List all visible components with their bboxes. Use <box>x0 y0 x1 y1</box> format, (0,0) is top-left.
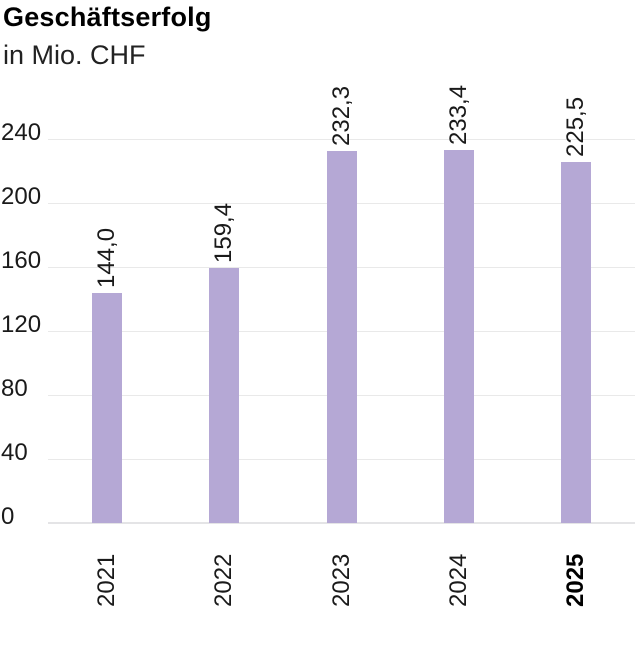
x-axis-tick-label: 2021 <box>92 553 120 607</box>
x-axis-tick-label: 2025 <box>562 553 590 607</box>
y-axis-tick-label: 80 <box>1 375 28 402</box>
y-axis-tick-label: 240 <box>1 119 42 146</box>
bar-value-label: 159,4 <box>210 202 238 263</box>
y-axis-tick-label: 160 <box>1 247 42 274</box>
bar-value-label: 225,5 <box>562 97 590 158</box>
chart-title: Geschäftserfolg <box>3 2 212 32</box>
bar-value-label: 232,3 <box>327 86 355 147</box>
bar <box>443 149 474 523</box>
bar-value-label: 233,4 <box>444 84 472 145</box>
x-axis-tick-label: 2022 <box>210 553 238 607</box>
y-axis-tick-label: 40 <box>1 439 28 466</box>
bar <box>91 292 122 523</box>
bar-value-label: 144,0 <box>92 227 120 288</box>
y-axis-tick-label: 120 <box>1 311 42 338</box>
gridline <box>48 522 635 524</box>
bar <box>561 162 592 523</box>
y-axis-tick-label: 200 <box>1 183 42 210</box>
gridline <box>48 139 635 140</box>
bar <box>326 151 357 523</box>
bar <box>209 267 240 523</box>
y-axis-tick-label: 0 <box>1 503 15 530</box>
chart-subtitle: in Mio. CHF <box>3 40 146 70</box>
x-axis-tick-label: 2023 <box>327 553 355 607</box>
x-axis-tick-label: 2024 <box>444 553 472 607</box>
